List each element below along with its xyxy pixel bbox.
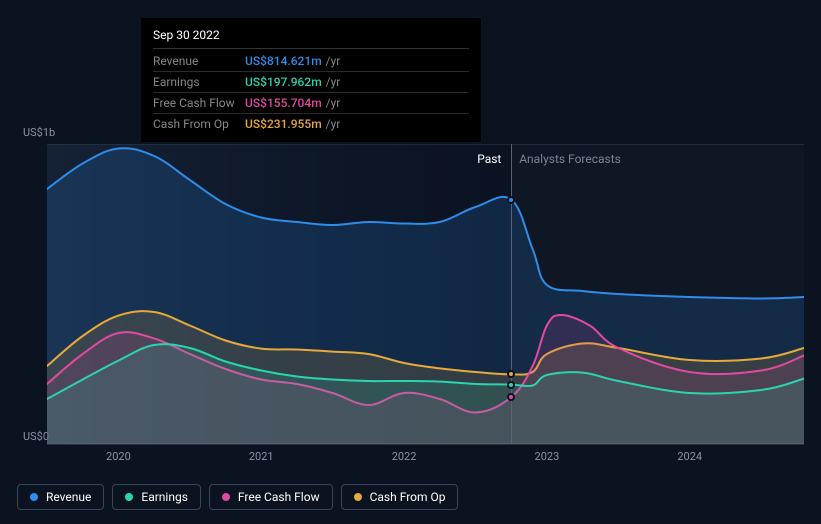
tooltip-date: Sep 30 2022 [153,26,469,49]
legend-dot-icon [354,493,362,501]
tooltip-row: RevenueUS$814.621m/yr [153,51,469,72]
tooltip-row: EarningsUS$197.962m/yr [153,72,469,93]
legend-dot-icon [125,493,133,501]
legend-item-earnings[interactable]: Earnings [112,484,201,510]
tooltip-row: Free Cash FlowUS$155.704m/yr [153,93,469,114]
legend-dot-icon [30,493,38,501]
legend-item-cash-from-op[interactable]: Cash From Op [341,484,459,510]
x-axis-tick: 2022 [392,450,417,463]
series-marker [507,196,515,204]
tooltip-row-value: US$231.955m [245,115,322,133]
tooltip-row: Cash From OpUS$231.955m/yr [153,114,469,134]
tooltip-row-label: Cash From Op [153,115,245,133]
series-marker [507,370,515,378]
chart-legend: Revenue Earnings Free Cash Flow Cash From O… [17,484,458,510]
tooltip-row-value: US$197.962m [245,73,322,91]
chart-lines [47,144,804,444]
gridline-bottom [47,444,804,445]
y-axis-label-bottom: US$0 [23,430,49,443]
legend-label: Cash From Op [370,490,446,504]
x-axis-tick: 2021 [249,450,274,463]
y-axis-label-top: US$1b [23,126,55,139]
x-axis: 2020 2021 2022 2023 2024 [47,450,804,466]
legend-item-revenue[interactable]: Revenue [17,484,104,510]
legend-dot-icon [222,493,230,501]
tooltip-row-label: Free Cash Flow [153,94,245,112]
x-axis-tick: 2024 [677,450,702,463]
earnings-revenue-chart: US$1b US$0 Past Analysts Forecasts 20202… [17,126,804,486]
tooltip-row-unit: /yr [326,94,341,112]
chart-tooltip: Sep 30 2022 RevenueUS$814.621m/yrEarning… [141,18,481,142]
tooltip-row-label: Earnings [153,73,245,91]
tooltip-row-value: US$814.621m [245,52,322,70]
tooltip-row-unit: /yr [326,73,341,91]
legend-label: Free Cash Flow [238,490,320,504]
tooltip-row-unit: /yr [326,115,341,133]
tooltip-row-value: US$155.704m [245,94,322,112]
x-axis-tick: 2023 [535,450,560,463]
legend-item-free-cash-flow[interactable]: Free Cash Flow [209,484,333,510]
tooltip-row-unit: /yr [326,52,341,70]
legend-label: Revenue [46,490,91,504]
series-marker [507,381,515,389]
tooltip-row-label: Revenue [153,52,245,70]
x-axis-tick: 2020 [106,450,131,463]
legend-label: Earnings [141,490,188,504]
series-marker [507,393,515,401]
plot-area[interactable]: Past Analysts Forecasts [47,144,804,444]
